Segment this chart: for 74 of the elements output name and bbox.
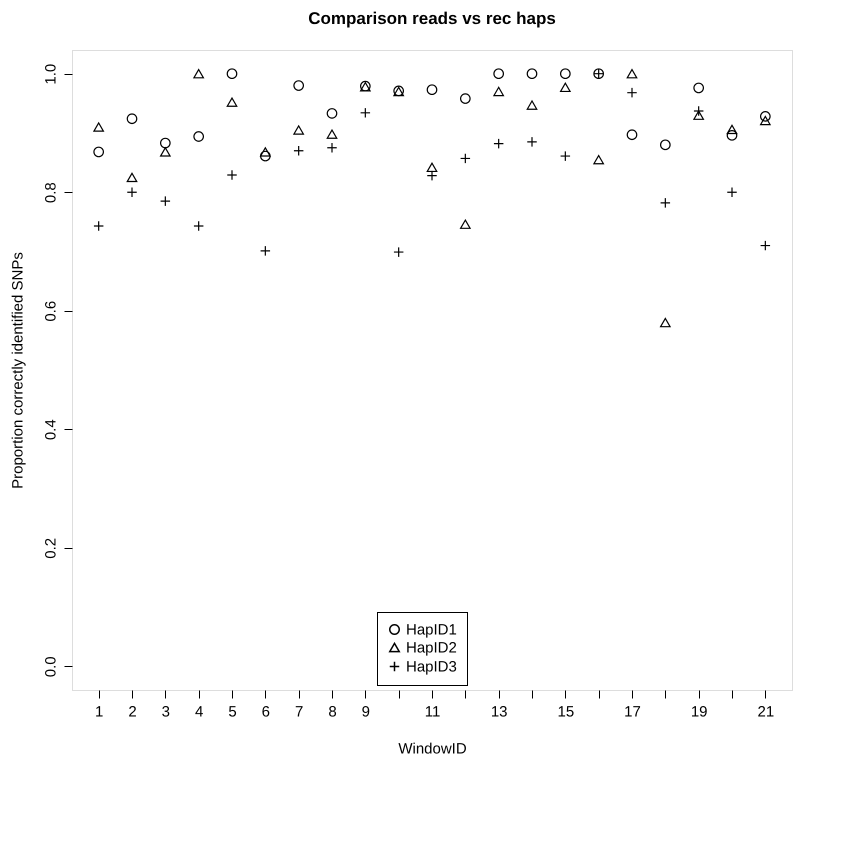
point: [126, 172, 138, 182]
x-tick-label: 3: [162, 704, 170, 720]
point: [760, 111, 771, 122]
point: [426, 170, 438, 181]
x-tick-label: 15: [557, 704, 574, 720]
point: [560, 82, 571, 92]
point: [93, 146, 104, 158]
point: [293, 125, 304, 135]
point: [560, 68, 571, 80]
point: [593, 154, 604, 164]
point: [726, 130, 738, 141]
x-tick-label: 2: [128, 704, 137, 720]
point: [260, 150, 271, 162]
x-tick-label: 11: [424, 704, 440, 720]
point: [326, 142, 338, 154]
point: [160, 147, 171, 157]
y-tick-label: 0.2: [42, 538, 60, 559]
point: [193, 68, 204, 78]
point: [693, 106, 704, 116]
point: [693, 110, 704, 120]
point: [426, 84, 438, 96]
x-tick-label: 13: [490, 704, 508, 720]
x-tick-label: 7: [294, 704, 304, 720]
legend-label: HapID1: [406, 622, 457, 638]
legend-label: HapID3: [406, 658, 457, 676]
point: [626, 87, 638, 98]
point: [760, 116, 771, 126]
point: [526, 68, 538, 80]
point: [226, 68, 238, 80]
point: [226, 97, 238, 107]
point: [626, 68, 638, 78]
x-axis-title: WindowID: [398, 740, 467, 758]
point: [626, 129, 638, 140]
point: [693, 82, 704, 94]
point: [260, 147, 271, 157]
point: [493, 86, 504, 96]
y-tick-label: 1.0: [42, 64, 60, 85]
point: [726, 124, 738, 134]
point: [326, 129, 338, 139]
y-tick-label: 0.4: [42, 419, 60, 440]
point: [526, 100, 538, 110]
point: [126, 186, 138, 198]
legend-label: HapID2: [406, 640, 457, 656]
x-tick-label: 5: [228, 704, 237, 720]
point: [193, 131, 204, 142]
point: [660, 318, 671, 328]
y-tick-label: 0.0: [42, 656, 60, 678]
point: [726, 186, 738, 198]
x-tick-label: 17: [624, 704, 641, 720]
point: [93, 122, 104, 132]
point: [226, 170, 238, 180]
x-tick-label: 19: [690, 704, 708, 720]
point: [660, 139, 671, 150]
chart-title: Comparison reads vs rec haps: [308, 9, 556, 28]
x-tick-label: 21: [757, 704, 774, 720]
point: [460, 220, 471, 229]
point: [160, 138, 171, 148]
point: [460, 93, 471, 104]
y-tick-label: 0.8: [42, 182, 60, 204]
point: [426, 162, 438, 172]
point: [293, 80, 304, 91]
point: [126, 113, 138, 124]
y-tick-label: 0.6: [42, 300, 60, 322]
point: [526, 136, 538, 148]
point: [326, 108, 338, 119]
x-tick-label: 1: [94, 704, 104, 720]
point: [93, 220, 104, 232]
x-tick-label: 4: [194, 704, 204, 720]
x-tick-label: 8: [328, 704, 337, 720]
x-tick-label: 6: [262, 704, 270, 720]
point: [193, 220, 204, 232]
y-axis-title: Proportion correctly identified SNPs: [10, 252, 26, 489]
x-tick-label: 9: [362, 704, 370, 720]
point: [493, 68, 504, 80]
